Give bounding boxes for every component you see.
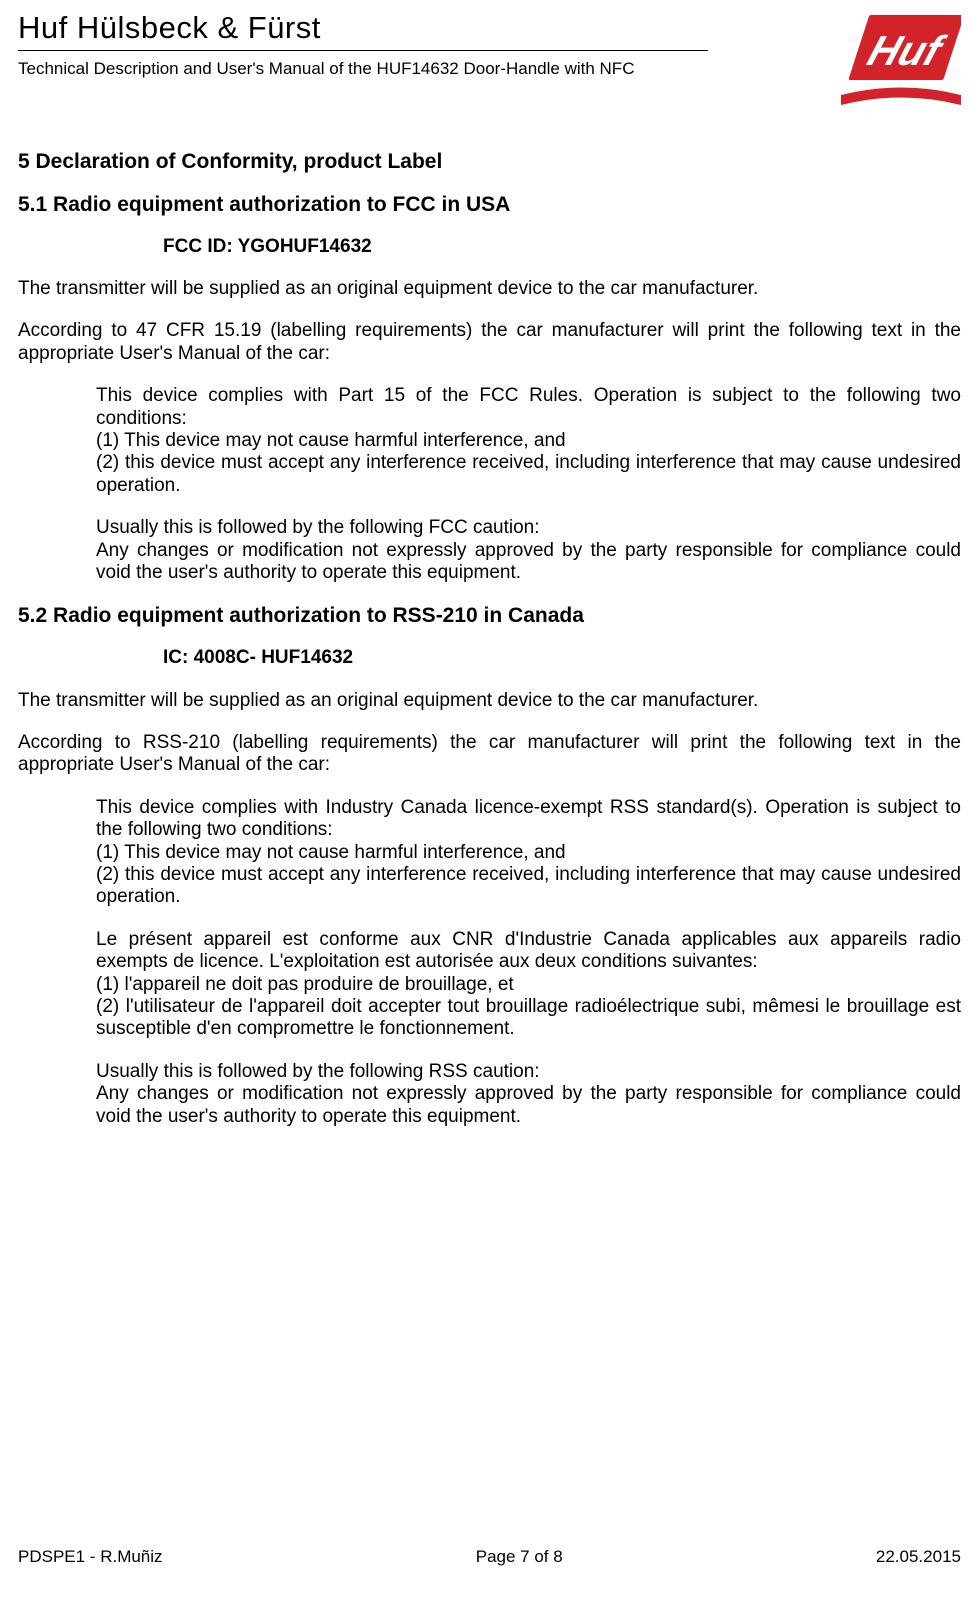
text-line: (2) this device must accept any interfer… bbox=[96, 452, 961, 495]
text-line: Usually this is followed by the followin… bbox=[96, 517, 540, 538]
page: Huf Hülsbeck & Fürst Technical Descripti… bbox=[0, 0, 979, 1597]
sec51-block2: Usually this is followed by the followin… bbox=[18, 517, 961, 584]
text-line: This device complies with Part 15 of the… bbox=[96, 385, 961, 428]
fcc-id-line: FCC ID: YGOHUF14632 bbox=[18, 236, 961, 258]
text-line: This device complies with Industry Canad… bbox=[96, 797, 961, 840]
sec52-para1: The transmitter will be supplied as an o… bbox=[18, 690, 961, 712]
text-line: Any changes or modification not expressl… bbox=[96, 540, 961, 583]
sec51-para2: According to 47 CFR 15.19 (labelling req… bbox=[18, 320, 961, 365]
page-footer: PDSPE1 - R.Muñiz Page 7 of 8 22.05.2015 bbox=[18, 1547, 961, 1567]
page-header: Huf Hülsbeck & Fürst Technical Descripti… bbox=[18, 10, 961, 130]
footer-page-number: Page 7 of 8 bbox=[476, 1547, 563, 1567]
text-line: Usually this is followed by the followin… bbox=[96, 1061, 540, 1082]
text-line: (1) l'appareil ne doit pas produire de b… bbox=[96, 974, 514, 995]
sec52-block1: This device complies with Industry Canad… bbox=[18, 797, 961, 909]
section-5-1-title: 5.1 Radio equipment authorization to FCC… bbox=[18, 193, 961, 218]
header-rule bbox=[18, 50, 708, 51]
sec51-para1: The transmitter will be supplied as an o… bbox=[18, 278, 961, 300]
section-5-2-title: 5.2 Radio equipment authorization to RSS… bbox=[18, 604, 961, 629]
sec51-block1: This device complies with Part 15 of the… bbox=[18, 385, 961, 497]
huf-logo-svg: Huf bbox=[841, 10, 961, 110]
huf-logo: Huf bbox=[841, 10, 961, 110]
sec52-block2: Le présent appareil est conforme aux CNR… bbox=[18, 929, 961, 1041]
company-name: Huf Hülsbeck & Fürst bbox=[18, 10, 961, 46]
sec52-para2: According to RSS-210 (labelling requirem… bbox=[18, 732, 961, 777]
footer-date: 22.05.2015 bbox=[876, 1547, 961, 1567]
text-line: Any changes or modification not expressl… bbox=[96, 1083, 961, 1126]
sec52-block3: Usually this is followed by the followin… bbox=[18, 1061, 961, 1128]
footer-author: PDSPE1 - R.Muñiz bbox=[18, 1547, 163, 1567]
ic-id-line: IC: 4008C- HUF14632 bbox=[18, 647, 961, 669]
text-line: (2) this device must accept any interfer… bbox=[96, 864, 961, 907]
text-line: (1) This device may not cause harmful in… bbox=[96, 842, 566, 863]
page-content: 5 Declaration of Conformity, product Lab… bbox=[18, 150, 961, 1148]
text-line: (1) This device may not cause harmful in… bbox=[96, 430, 566, 451]
document-subtitle: Technical Description and User's Manual … bbox=[18, 59, 961, 79]
text-line: Le présent appareil est conforme aux CNR… bbox=[96, 929, 961, 972]
section-5-title: 5 Declaration of Conformity, product Lab… bbox=[18, 150, 961, 175]
text-line: (2) l'utilisateur de l'appareil doit acc… bbox=[96, 996, 961, 1039]
